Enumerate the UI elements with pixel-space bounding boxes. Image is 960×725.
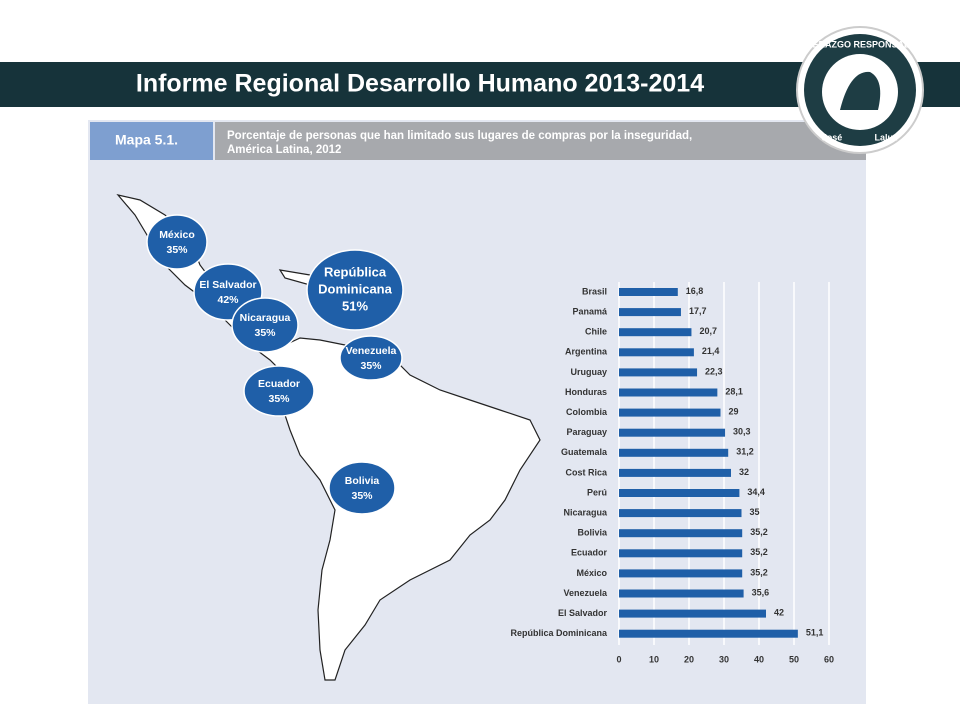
data-label: 51,1: [806, 628, 824, 638]
bubble-name: Dominicana: [318, 281, 392, 296]
data-label: 35,2: [750, 567, 768, 577]
bubble-value: 35%: [268, 393, 290, 405]
slide-title: Informe Regional Desarrollo Humano 2013-…: [136, 70, 704, 98]
y-tick-label: Panamá: [572, 306, 608, 316]
bubble: [328, 461, 396, 515]
logo: LIDERAZGO RESPONSABLE José Laluz: [796, 26, 924, 154]
map-label: Mapa 5.1.: [115, 132, 178, 148]
x-tick-label: 30: [719, 654, 729, 664]
map-label-box: [90, 122, 213, 160]
bubble-value: 35%: [166, 244, 188, 256]
caption-line: América Latina, 2012: [227, 144, 341, 156]
y-tick-label: México: [576, 568, 607, 578]
data-label: 31,2: [736, 447, 754, 457]
x-tick-label: 50: [789, 654, 799, 664]
bar: [619, 468, 731, 477]
data-label: 34,4: [747, 487, 765, 497]
y-tick-label: Venezuela: [563, 588, 608, 598]
bar: [619, 529, 743, 538]
y-tick-label: Perú: [587, 487, 607, 497]
y-tick-label: Nicaragua: [563, 507, 608, 517]
logo-text: LIDERAZGO RESPONSABLE: [798, 39, 922, 49]
bubble: [306, 249, 404, 331]
bar: [619, 629, 798, 638]
bubble-name: Nicaragua: [240, 312, 291, 324]
y-tick-label: Chile: [585, 327, 607, 337]
data-label: 17,7: [689, 306, 707, 316]
logo-text: Laluz: [874, 132, 898, 142]
bubble: [243, 365, 315, 417]
bubble-value: 42%: [217, 294, 239, 306]
bubble-name: El Salvador: [199, 279, 256, 291]
data-label: 42: [774, 607, 784, 617]
y-tick-label: Bolivia: [577, 528, 608, 538]
y-tick-label: Honduras: [565, 387, 607, 397]
data-label: 32: [739, 467, 749, 477]
bar: [619, 448, 729, 457]
bar: [619, 589, 744, 598]
data-label: 22,3: [705, 366, 723, 376]
y-tick-label: Ecuador: [571, 548, 608, 558]
y-tick-label: Brasil: [582, 286, 607, 296]
bar: [619, 549, 743, 558]
caption-box: [215, 122, 866, 160]
bubble-name: Venezuela: [346, 345, 397, 357]
data-label: 35: [750, 507, 760, 517]
bubble-name: República: [324, 264, 387, 279]
y-tick-label: Paraguay: [566, 427, 607, 437]
data-label: 35,2: [750, 547, 768, 557]
bubble-value: 35%: [254, 327, 276, 339]
bubble-value: 35%: [360, 360, 382, 372]
bar: [619, 328, 692, 337]
x-tick-label: 20: [684, 654, 694, 664]
bar: [619, 408, 721, 417]
data-label: 35,2: [750, 527, 768, 537]
bar: [619, 569, 743, 578]
bubble-value: 35%: [351, 490, 373, 502]
bar: [619, 368, 698, 377]
bubble: [339, 335, 403, 381]
bubble: [231, 297, 299, 353]
x-tick-label: 60: [824, 654, 834, 664]
bar: [619, 388, 718, 397]
data-label: 30,3: [733, 427, 751, 437]
bar: [619, 489, 740, 497]
data-label: 21,4: [702, 346, 720, 356]
logo-text: José: [822, 132, 843, 142]
logo-portrait: [840, 71, 881, 110]
data-label: 35,6: [752, 587, 770, 597]
bubble-value: 51%: [342, 298, 368, 313]
caption-line: Porcentaje de personas que han limitado …: [227, 130, 692, 142]
bar: [619, 288, 678, 296]
bubble-name: Bolivia: [345, 475, 380, 487]
x-tick-label: 40: [754, 654, 764, 664]
bubble-name: México: [159, 229, 195, 241]
y-tick-label: Uruguay: [570, 367, 607, 377]
data-label: 16,8: [686, 286, 704, 296]
bar: [619, 348, 694, 357]
y-tick-label: El Salvador: [558, 608, 608, 618]
bar: [619, 609, 766, 618]
data-label: 29: [729, 406, 739, 416]
x-tick-label: 0: [616, 654, 621, 664]
bubble-layer: México 35% El Salvador 42%Nicaragua 35% Repúb…: [146, 214, 404, 515]
y-tick-label: República Dominicana: [510, 628, 608, 638]
bar: [619, 509, 742, 518]
data-label: 28,1: [725, 386, 743, 396]
bubble-name: Ecuador: [258, 378, 300, 390]
y-tick-label: Colombia: [566, 407, 608, 417]
y-tick-label: Guatemala: [561, 447, 608, 457]
bubble: [146, 214, 208, 270]
y-tick-label: Argentina: [565, 347, 608, 357]
bar: [619, 428, 726, 437]
data-label: 20,7: [699, 326, 717, 336]
x-tick-label: 10: [649, 654, 659, 664]
bar: [619, 308, 681, 317]
y-tick-label: Cost Rica: [565, 467, 608, 477]
